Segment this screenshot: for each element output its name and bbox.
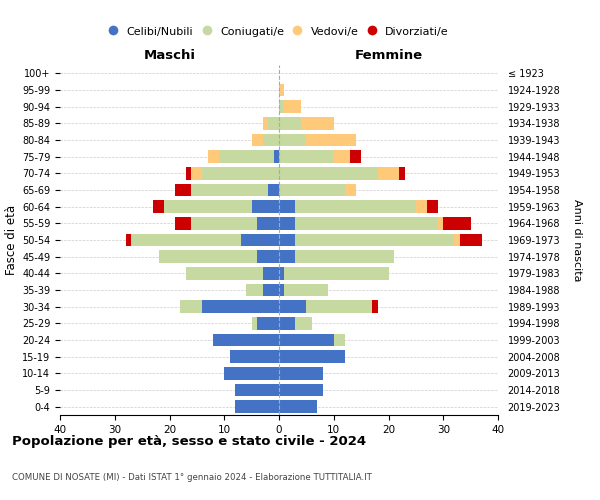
Bar: [246, 284, 263, 296]
Bar: [251, 317, 257, 330]
Bar: [175, 217, 191, 230]
Bar: [279, 100, 284, 113]
Bar: [164, 200, 251, 213]
Bar: [279, 117, 301, 130]
Bar: [208, 150, 219, 163]
Bar: [279, 150, 334, 163]
Bar: [279, 334, 334, 346]
Bar: [158, 250, 257, 263]
Bar: [257, 217, 279, 230]
Bar: [454, 234, 460, 246]
Bar: [416, 200, 427, 213]
Bar: [334, 334, 344, 346]
Bar: [372, 300, 377, 313]
Bar: [191, 184, 268, 196]
Bar: [295, 317, 312, 330]
Bar: [202, 167, 279, 179]
Bar: [295, 250, 394, 263]
Bar: [279, 84, 284, 96]
Bar: [191, 167, 202, 179]
Bar: [263, 117, 268, 130]
Bar: [377, 167, 400, 179]
Bar: [400, 167, 405, 179]
Bar: [345, 184, 356, 196]
Bar: [295, 217, 438, 230]
Legend: Celibi/Nubili, Coniugati/e, Vedovi/e, Divorziati/e: Celibi/Nubili, Coniugati/e, Vedovi/e, Di…: [104, 22, 454, 41]
Bar: [295, 234, 454, 246]
Text: COMUNE DI NOSATE (MI) - Dati ISTAT 1° gennaio 2024 - Elaborazione TUTTITALIA.IT: COMUNE DI NOSATE (MI) - Dati ISTAT 1° ge…: [12, 472, 372, 482]
Text: Maschi: Maschi: [143, 48, 196, 62]
Bar: [235, 400, 279, 413]
Bar: [284, 100, 301, 113]
Bar: [251, 200, 279, 213]
Bar: [202, 300, 279, 313]
Bar: [427, 200, 438, 213]
Bar: [219, 150, 274, 163]
Y-axis label: Fasce di età: Fasce di età: [5, 205, 18, 275]
Bar: [279, 300, 307, 313]
Bar: [279, 384, 323, 396]
Bar: [274, 150, 279, 163]
Bar: [257, 317, 279, 330]
Bar: [263, 284, 279, 296]
Bar: [186, 167, 191, 179]
Bar: [284, 267, 389, 280]
Bar: [125, 234, 131, 246]
Bar: [153, 200, 164, 213]
Bar: [279, 400, 317, 413]
Bar: [279, 267, 284, 280]
Bar: [251, 134, 263, 146]
Bar: [279, 367, 323, 380]
Bar: [279, 250, 295, 263]
Bar: [263, 267, 279, 280]
Bar: [307, 300, 372, 313]
Bar: [181, 300, 202, 313]
Bar: [241, 234, 279, 246]
Bar: [279, 167, 377, 179]
Bar: [257, 250, 279, 263]
Bar: [131, 234, 241, 246]
Bar: [460, 234, 482, 246]
Bar: [186, 267, 263, 280]
Bar: [334, 150, 350, 163]
Bar: [268, 117, 279, 130]
Bar: [279, 234, 295, 246]
Bar: [279, 200, 295, 213]
Bar: [279, 284, 284, 296]
Bar: [279, 317, 295, 330]
Bar: [191, 217, 257, 230]
Bar: [438, 217, 443, 230]
Bar: [214, 334, 279, 346]
Bar: [224, 367, 279, 380]
Bar: [235, 384, 279, 396]
Bar: [443, 217, 470, 230]
Bar: [307, 134, 356, 146]
Bar: [279, 184, 345, 196]
Bar: [175, 184, 191, 196]
Bar: [263, 134, 279, 146]
Bar: [279, 134, 307, 146]
Bar: [295, 200, 416, 213]
Text: Femmine: Femmine: [355, 48, 422, 62]
Bar: [279, 217, 295, 230]
Bar: [279, 350, 345, 363]
Bar: [301, 117, 334, 130]
Text: Popolazione per età, sesso e stato civile - 2024: Popolazione per età, sesso e stato civil…: [12, 435, 366, 448]
Bar: [350, 150, 361, 163]
Bar: [284, 284, 328, 296]
Bar: [230, 350, 279, 363]
Bar: [268, 184, 279, 196]
Y-axis label: Anni di nascita: Anni di nascita: [572, 198, 582, 281]
